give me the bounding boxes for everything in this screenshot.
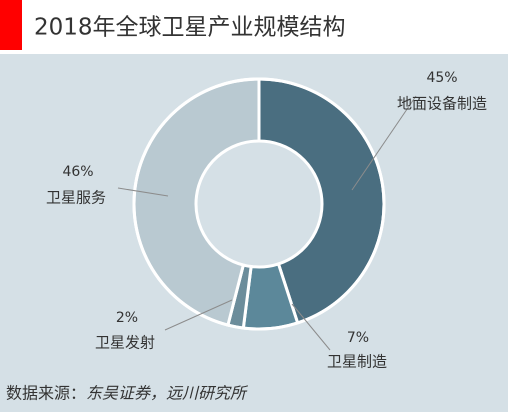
category-label: 卫星制造	[327, 353, 387, 371]
leader-line	[164, 299, 233, 331]
source-text: 东吴证券，远川研究所	[86, 384, 249, 403]
leader-line	[351, 95, 417, 191]
value-label: 2%	[116, 310, 138, 326]
value-label: 46%	[62, 164, 93, 180]
leader-line	[117, 187, 169, 197]
chart-title: 2018年全球卫星产业规模结构	[34, 15, 346, 41]
title-bar	[0, 0, 508, 54]
donut-outline	[132, 77, 386, 331]
value-label: 7%	[347, 330, 369, 346]
title-accent	[0, 0, 22, 50]
leader-line	[291, 303, 331, 351]
source-label: 数据来源：	[6, 384, 86, 403]
category-label: 地面设备制造	[397, 95, 487, 113]
category-label: 卫星发射	[95, 334, 155, 352]
value-label: 45%	[426, 70, 457, 86]
category-label: 卫星服务	[46, 189, 106, 207]
